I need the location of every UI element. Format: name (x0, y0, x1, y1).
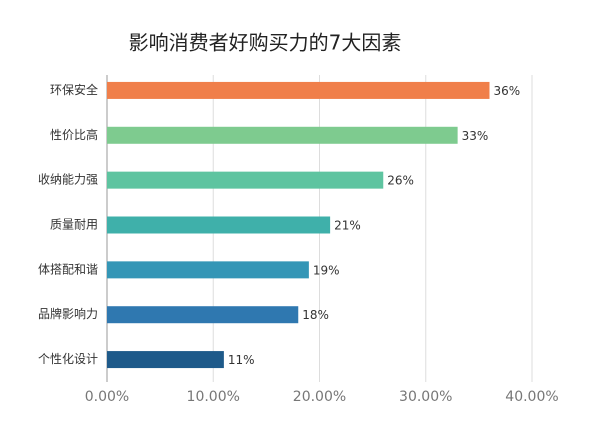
value-label: 26% (387, 174, 414, 188)
value-label: 33% (462, 129, 489, 143)
y-tick-label: 收纳能力强 (38, 173, 98, 187)
chart-title: 影响消费者好购买力的7大因素 (129, 31, 402, 55)
x-tick-label: 40.00% (505, 389, 558, 405)
value-label: 11% (228, 353, 255, 367)
bar (107, 171, 384, 189)
y-tick-label: 质量耐用 (50, 218, 98, 232)
x-tick-label: 10.00% (187, 389, 240, 405)
x-tick-label: 30.00% (399, 389, 452, 405)
bar (107, 126, 458, 144)
value-label: 19% (313, 263, 340, 277)
bar (107, 306, 299, 324)
y-tick-label: 性价比高 (50, 127, 98, 142)
bar (107, 81, 490, 99)
y-tick-label: 品牌影响力 (38, 306, 98, 321)
value-label: 36% (494, 84, 521, 98)
x-tick-label: 20.00% (293, 389, 346, 405)
x-tick-label: 0.00% (85, 389, 129, 405)
value-label: 18% (302, 308, 329, 322)
bar (107, 351, 224, 369)
y-tick-label: 环保安全 (50, 82, 98, 97)
y-tick-label: 个性化设计 (38, 352, 98, 366)
bar (107, 261, 309, 279)
y-tick-label: 体搭配和谐 (38, 262, 98, 276)
bar (107, 216, 331, 234)
value-label: 21% (334, 219, 361, 233)
